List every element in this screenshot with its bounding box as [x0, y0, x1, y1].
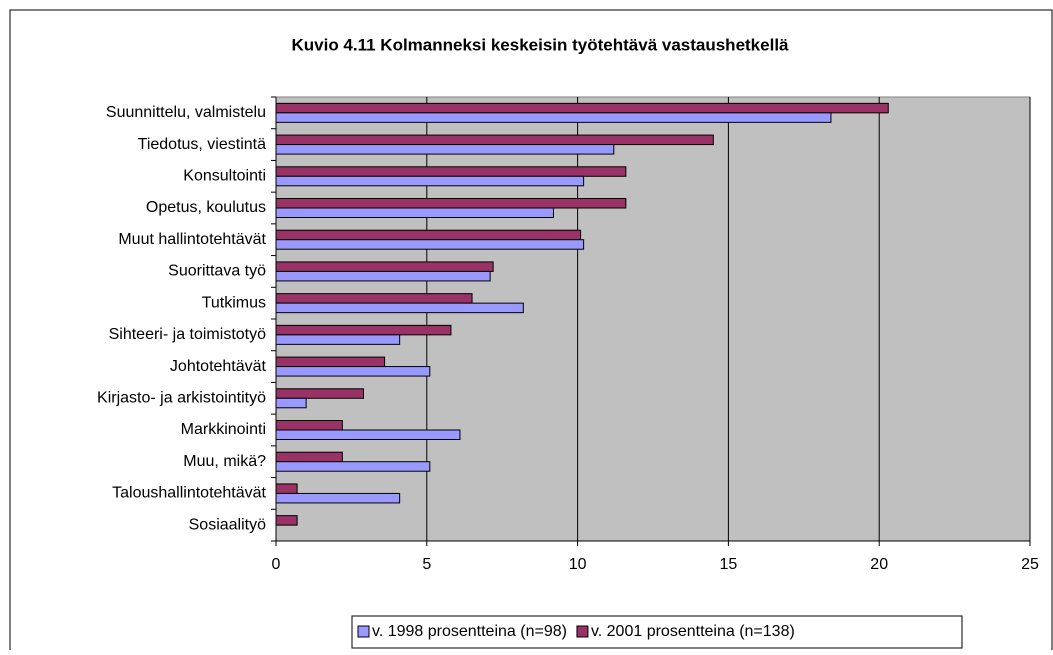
bar	[275, 334, 401, 345]
bar	[275, 492, 401, 504]
bar	[275, 175, 585, 187]
bar	[275, 134, 714, 146]
y-tick-label: Markkinointi	[181, 421, 266, 438]
y-tick-label: Taloushallintotehtävät	[112, 485, 266, 502]
bar	[275, 144, 615, 155]
bar	[275, 239, 585, 250]
bar	[275, 451, 343, 463]
y-tick-label: Sihteeri- ja toimistotyö	[109, 326, 266, 343]
y-tick-label: Suunnittelu, valmistelu	[106, 104, 266, 121]
bar	[275, 229, 582, 241]
legend-label: v. 2001 prosentteina (n=138)	[591, 623, 795, 640]
bar	[275, 302, 524, 314]
y-tick-label: Johtotehtävät	[170, 358, 267, 375]
bar	[275, 420, 343, 431]
bar	[275, 388, 364, 399]
bar	[275, 112, 832, 123]
y-tick-label: Tiedotus, viestintä	[138, 136, 266, 153]
bar	[275, 397, 307, 409]
bar	[275, 293, 473, 304]
y-tick-label: Muut hallintotehtävät	[118, 231, 266, 248]
y-tick-label: Suorittava työ	[168, 263, 266, 280]
plot-area	[275, 96, 1031, 542]
x-tick-label: 10	[569, 556, 587, 573]
x-tick-label: 20	[870, 556, 888, 573]
bar	[275, 261, 494, 272]
legend-swatch	[357, 625, 370, 638]
bar	[275, 166, 627, 177]
bar	[275, 207, 554, 218]
chart-title: Kuvio 4.11 Kolmanneksi keskeisin työteht…	[291, 35, 789, 54]
bar	[275, 102, 889, 114]
bar	[275, 483, 298, 494]
bar	[275, 366, 431, 377]
legend	[351, 615, 963, 649]
legend-label: v. 1998 prosentteina (n=98)	[372, 623, 567, 640]
y-tick-label: Kirjasto- ja arkistointityö	[97, 390, 266, 407]
y-tick-label: Sosiaalityö	[189, 516, 266, 533]
y-tick-label: Konsultointi	[183, 168, 266, 185]
bar	[275, 270, 491, 282]
bar	[275, 461, 431, 472]
x-tick-label: 0	[272, 556, 281, 573]
y-tick-label: Opetus, koulutus	[146, 199, 266, 216]
bar	[275, 515, 298, 526]
bar	[275, 324, 452, 336]
bar	[275, 198, 627, 209]
bar	[275, 356, 386, 368]
bar	[275, 429, 461, 440]
x-tick-label: 25	[1021, 556, 1039, 573]
x-tick-label: 15	[720, 556, 738, 573]
x-tick-label: 5	[422, 556, 431, 573]
y-tick-label: Tutkimus	[202, 294, 266, 311]
y-tick-label: Muu, mikä?	[183, 453, 266, 470]
legend-swatch	[576, 625, 589, 638]
